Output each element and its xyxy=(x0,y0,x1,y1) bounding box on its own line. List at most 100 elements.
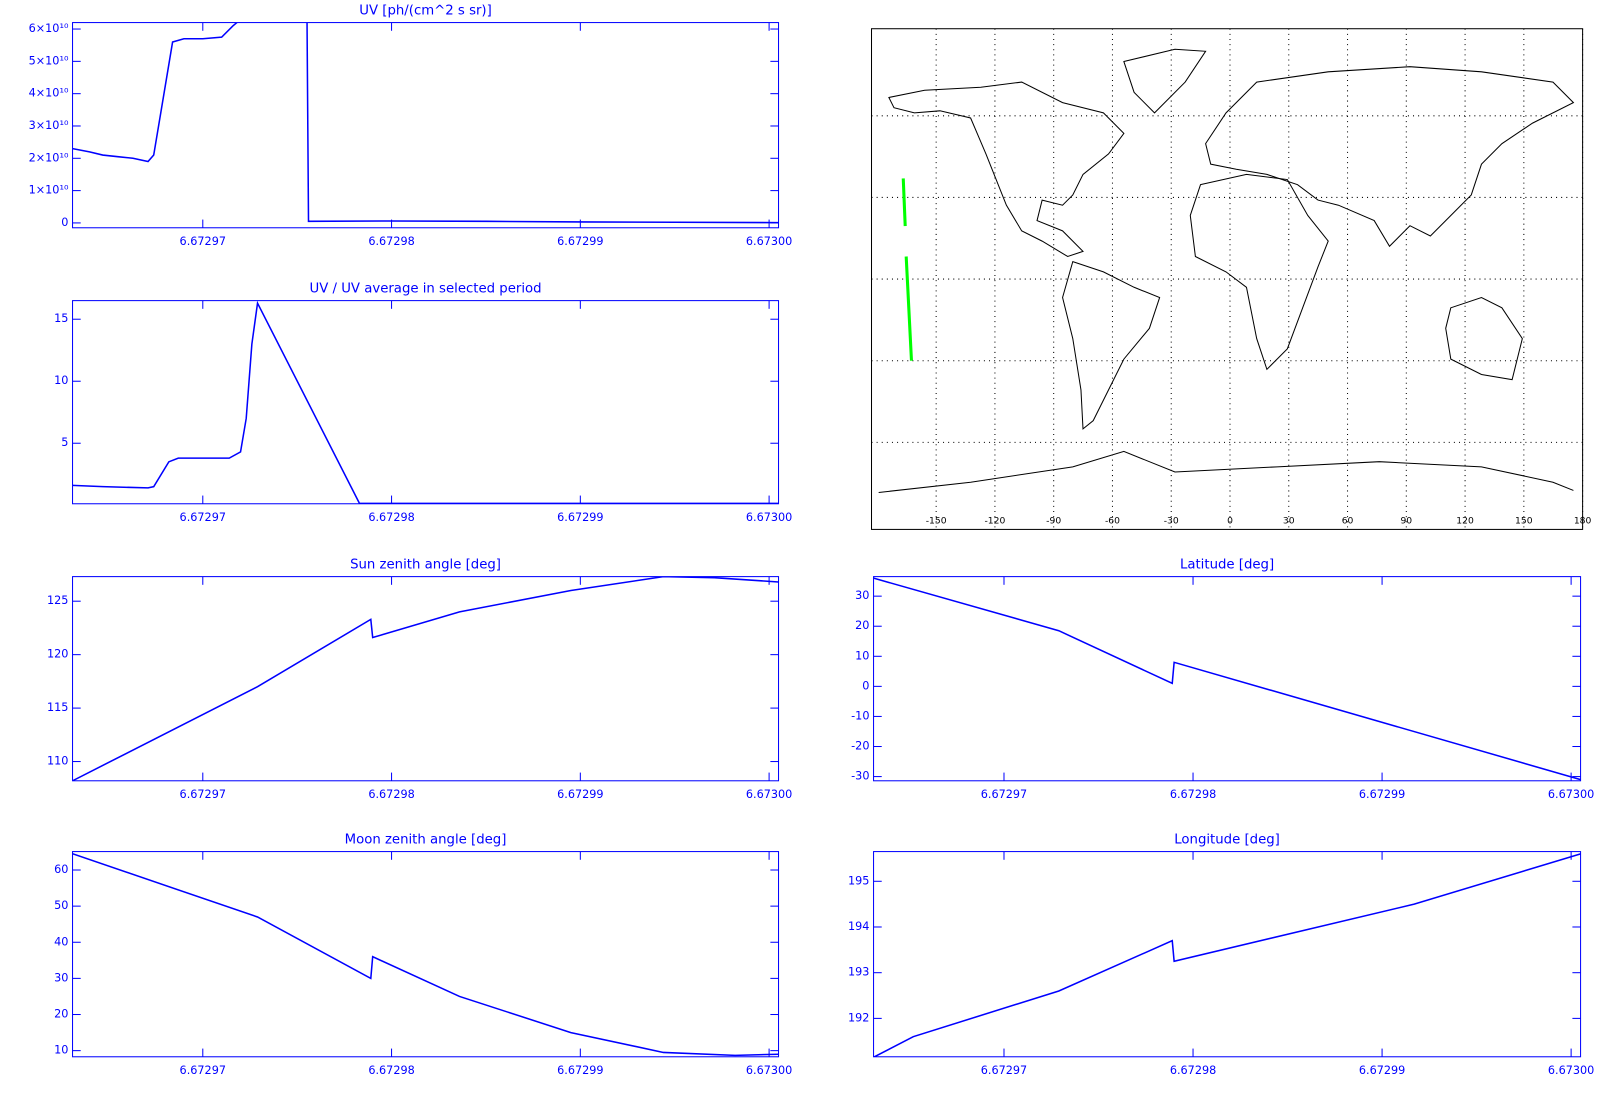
x-tick-label: 6.67298 xyxy=(368,511,414,524)
y-tick-label: 4×10¹⁰ xyxy=(29,87,69,100)
x-tick-label: 6.67300 xyxy=(1548,1064,1594,1077)
y-tick-label: 30 xyxy=(855,589,869,602)
x-tick-label: 6.67299 xyxy=(557,511,603,524)
x-tick-label: -30 xyxy=(1164,516,1179,527)
y-tick-label: -10 xyxy=(851,709,869,722)
y-tick-label: 194 xyxy=(848,920,869,933)
x-tick-label: 120 xyxy=(1456,516,1474,527)
y-tick-label: 5 xyxy=(61,436,68,449)
x-tick-label: 6.67300 xyxy=(746,788,792,801)
data-line xyxy=(72,300,779,504)
x-tick-label: 6.67297 xyxy=(180,511,226,524)
chart-title: UV / UV average in selected period xyxy=(310,281,542,296)
x-tick-label: 60 xyxy=(1342,516,1354,527)
plot: Longitude [deg] 6.67297 6.67298 6.67299 6.67… xyxy=(848,832,1594,1077)
x-tick-label: 6.67299 xyxy=(557,788,603,801)
plot: Moon zenith angle [deg] 6.67297 6.67298 6.6… xyxy=(54,832,792,1077)
x-tick-label: 6.67298 xyxy=(1170,1064,1216,1077)
x-tick-label: 6.67298 xyxy=(368,235,414,248)
x-tick-label: 6.67300 xyxy=(746,1064,792,1077)
x-tick-label: -90 xyxy=(1046,516,1061,527)
x-tick-label: 6.67299 xyxy=(1359,1064,1405,1077)
y-tick-label: 110 xyxy=(47,755,68,768)
y-tick-label: 15 xyxy=(54,312,68,325)
data-line xyxy=(72,22,779,224)
plot-frame xyxy=(72,576,780,782)
map: -150 -120 -90 -60 -30 0 30 60 90 120 150 180 xyxy=(870,28,1592,530)
y-tick-label: 10 xyxy=(855,649,869,662)
chart-title: Latitude [deg] xyxy=(1180,557,1274,572)
antarctica xyxy=(878,450,1574,493)
x-tick-label: 6.67297 xyxy=(180,235,226,248)
x-tick-label: 6.67297 xyxy=(981,788,1027,801)
x-tick-label: 6.67299 xyxy=(557,235,603,248)
eurasia xyxy=(1205,66,1575,248)
x-tick-label: 30 xyxy=(1283,516,1295,527)
chart-title: Sun zenith angle [deg] xyxy=(350,557,501,572)
y-tick-label: 195 xyxy=(848,874,869,887)
y-tick-label: 193 xyxy=(848,966,869,979)
x-tick-label: 6.67298 xyxy=(368,788,414,801)
x-tick-label: 6.67300 xyxy=(1548,788,1594,801)
y-tick-label: 30 xyxy=(54,971,68,984)
x-tick-label: 6.67299 xyxy=(1359,788,1405,801)
x-tick-label: 6.67299 xyxy=(557,1064,603,1077)
data-line xyxy=(873,853,1581,1057)
y-tick-label: -20 xyxy=(851,739,869,752)
y-tick-label: 0 xyxy=(61,216,68,229)
y-tick-label: 5×10¹⁰ xyxy=(29,54,69,67)
x-tick-label: 6.67300 xyxy=(746,511,792,524)
plot-frame xyxy=(72,300,780,505)
plot-frame xyxy=(72,851,780,1058)
y-tick-label: 3×10¹⁰ xyxy=(29,119,69,132)
x-tick-label: 90 xyxy=(1400,516,1412,527)
y-tick-label: 6×10¹⁰ xyxy=(29,22,69,35)
greenland xyxy=(1123,48,1207,114)
y-tick-label: 192 xyxy=(848,1011,869,1024)
coastlines xyxy=(878,48,1575,493)
y-tick-label: 125 xyxy=(47,594,68,607)
australia xyxy=(1445,296,1523,381)
y-tick-label: 115 xyxy=(47,701,68,714)
y-tick-label: 10 xyxy=(54,1044,68,1057)
data-line xyxy=(72,853,779,1057)
plot-frame xyxy=(873,851,1582,1058)
plot: Sun zenith angle [deg] 6.67297 6.67298 6.67… xyxy=(47,557,792,801)
y-tick-label: 60 xyxy=(54,863,68,876)
ground-track xyxy=(901,178,913,361)
chart-title: Longitude [deg] xyxy=(1174,832,1280,847)
chart-title: Moon zenith angle [deg] xyxy=(345,832,507,847)
plot-frame xyxy=(873,576,1582,782)
x-tick-label: 6.67300 xyxy=(746,235,792,248)
y-tick-label: 2×10¹⁰ xyxy=(29,151,69,164)
data-line xyxy=(72,576,779,781)
y-tick-label: 20 xyxy=(54,1007,68,1020)
x-tick-label: 6.67297 xyxy=(180,788,226,801)
y-tick-label: 0 xyxy=(862,679,869,692)
y-tick-label: 120 xyxy=(47,648,68,661)
plot: Latitude [deg] 6.67297 6.67298 6.67299 6.673… xyxy=(851,557,1594,801)
x-tick-label: -60 xyxy=(1105,516,1120,527)
plot-frame xyxy=(72,22,780,229)
x-tick-label: 6.67298 xyxy=(1170,788,1216,801)
south-america xyxy=(1062,260,1161,430)
x-tick-label: 0 xyxy=(1227,516,1233,527)
plot-frame xyxy=(870,28,1584,530)
chart-title: UV [ph/(cm^2 s sr)] xyxy=(359,3,492,18)
x-tick-label: 6.67298 xyxy=(368,1064,414,1077)
plot: UV [ph/(cm^2 s sr)] 6.67297 6.67298 6.67299… xyxy=(29,3,793,248)
x-tick-label: -120 xyxy=(985,516,1006,527)
y-tick-label: 20 xyxy=(855,619,869,632)
x-tick-label: 6.67297 xyxy=(180,1064,226,1077)
y-tick-label: 40 xyxy=(54,935,68,948)
y-tick-label: -30 xyxy=(851,770,869,783)
x-tick-label: 150 xyxy=(1515,516,1533,527)
north-america xyxy=(888,81,1125,258)
x-tick-label: 6.67297 xyxy=(981,1064,1027,1077)
africa xyxy=(1189,173,1329,371)
y-tick-label: 1×10¹⁰ xyxy=(29,184,69,197)
y-tick-label: 50 xyxy=(54,899,68,912)
canvas: UV [ph/(cm^2 s sr)] 6.67297 6.67298 6.67299… xyxy=(29,3,1595,1077)
